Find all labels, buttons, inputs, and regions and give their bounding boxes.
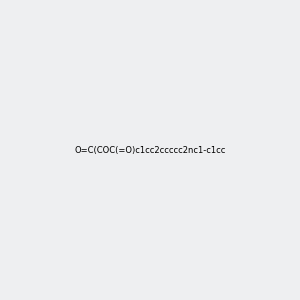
Text: O=C(COC(=O)c1cc2ccccc2nc1-c1cc: O=C(COC(=O)c1cc2ccccc2nc1-c1cc: [74, 146, 226, 154]
